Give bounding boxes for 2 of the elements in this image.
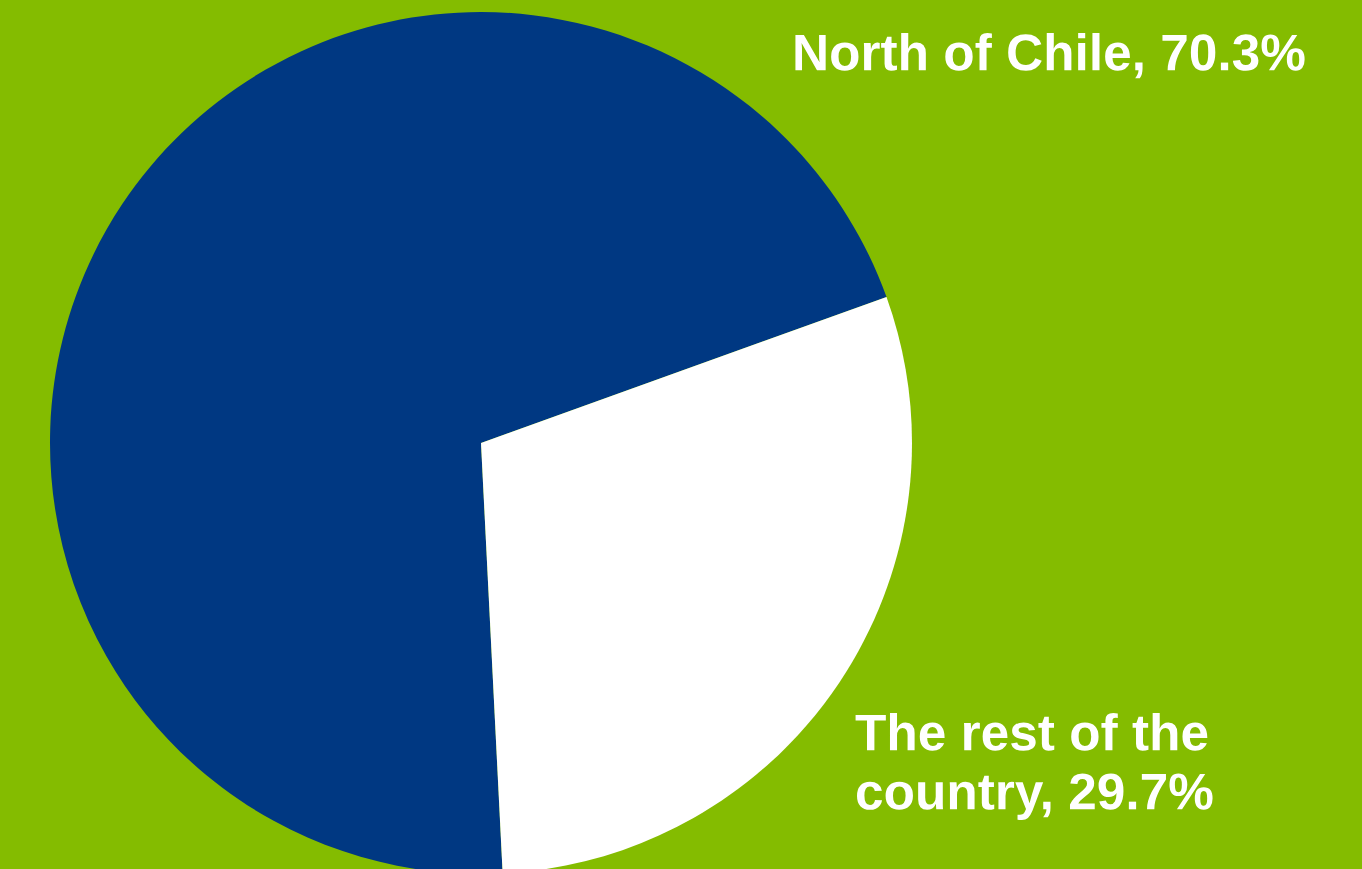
slice-label: North of Chile, 70.3%	[795, 33, 1305, 79]
slice-label: The rest of the country, 29.7%	[855, 713, 1213, 820]
